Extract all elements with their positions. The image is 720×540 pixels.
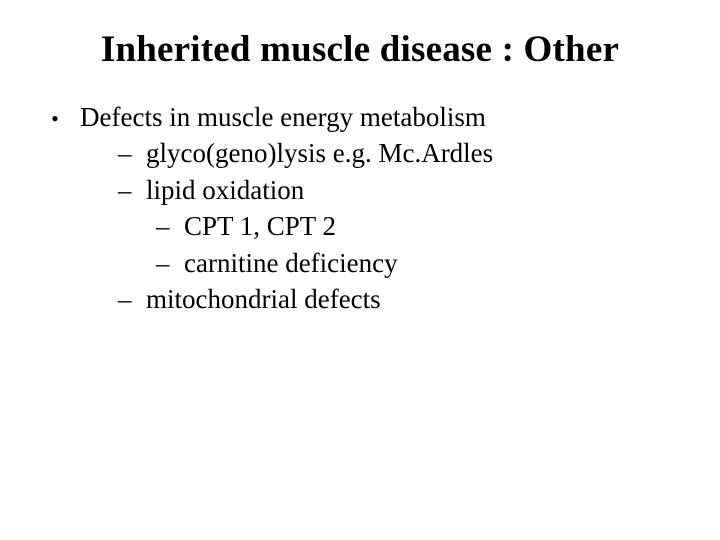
bullet-dot-icon: • (51, 106, 59, 131)
list-item: –glyco(geno)lysis e.g. Mc.Ardles (80, 135, 690, 171)
dash-icon: – (156, 208, 184, 244)
dash-icon: – (156, 245, 184, 281)
list-item: –mitochondrial defects (80, 281, 690, 317)
dash-icon: – (118, 172, 146, 208)
item-text: CPT 1, CPT 2 (184, 211, 336, 241)
item-text: lipid oxidation (146, 175, 304, 205)
bullet-content-col: Defects in muscle energy metabolism –gly… (80, 99, 690, 318)
item-text: Defects in muscle energy metabolism (80, 102, 486, 132)
list-item: Defects in muscle energy metabolism (80, 99, 690, 135)
slide: Inherited muscle disease : Other • Defec… (0, 0, 720, 540)
item-text: carnitine deficiency (184, 248, 398, 278)
list-item: –carnitine deficiency (80, 245, 690, 281)
bullet-row: • Defects in muscle energy metabolism –g… (30, 99, 690, 318)
list-item: –lipid oxidation (80, 172, 690, 208)
item-text: mitochondrial defects (146, 284, 381, 314)
list-item: –CPT 1, CPT 2 (80, 208, 690, 244)
item-text: glyco(geno)lysis e.g. Mc.Ardles (146, 138, 493, 168)
slide-title: Inherited muscle disease : Other (30, 28, 690, 71)
dash-icon: – (118, 281, 146, 317)
bullet-marker-col: • (30, 99, 80, 137)
dash-icon: – (118, 135, 146, 171)
